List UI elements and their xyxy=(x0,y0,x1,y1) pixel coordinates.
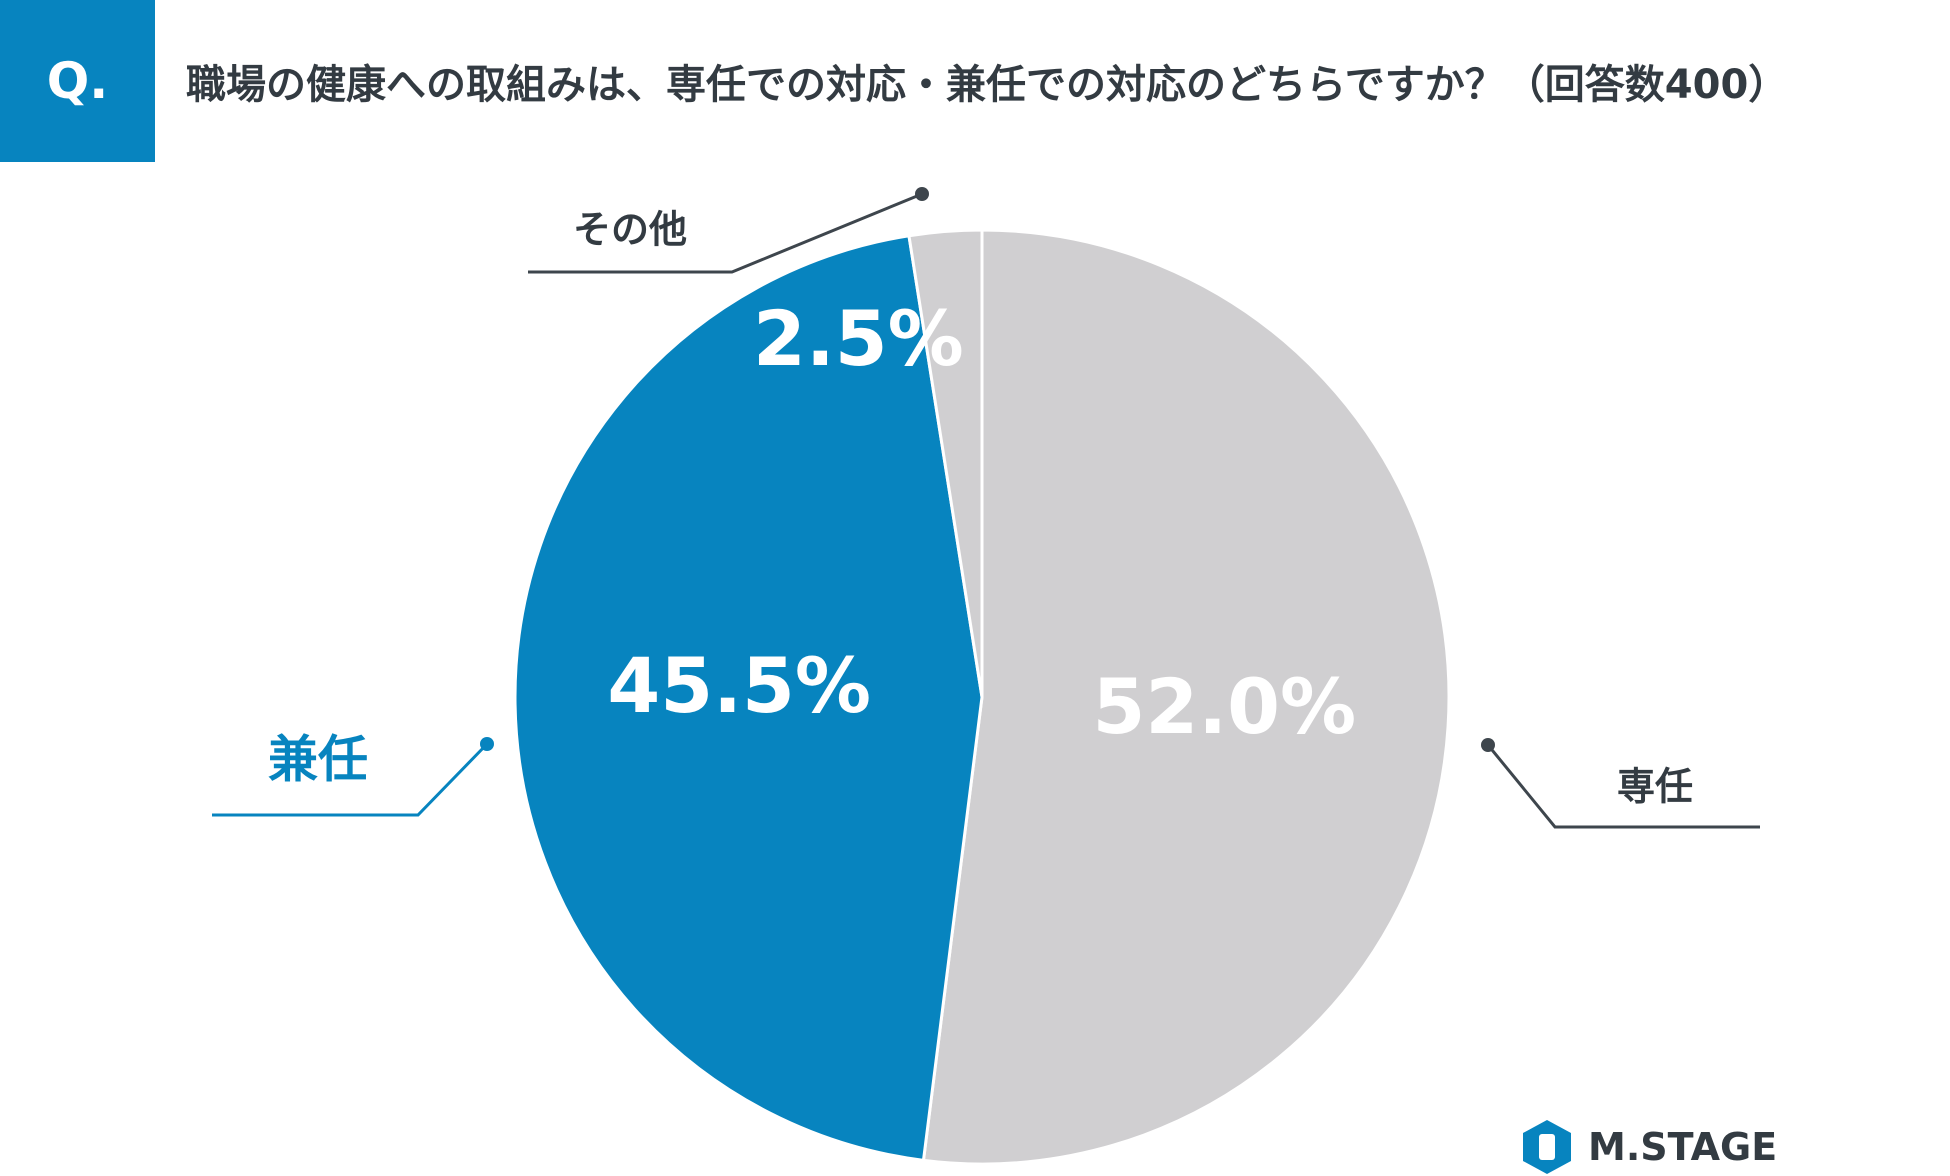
callout-dot-0 xyxy=(1481,738,1495,752)
callout-line-2 xyxy=(528,192,923,274)
slice-value-label-1: 45.5% xyxy=(607,641,871,730)
slice-name-label-0: 専任 xyxy=(1617,765,1693,809)
callout-dot-2 xyxy=(915,187,929,201)
pie-slice-0 xyxy=(921,228,1451,1166)
slice-name-label-2: その他 xyxy=(573,208,687,252)
pie-slice-2 xyxy=(907,228,984,698)
pie-slice-1 xyxy=(513,234,984,1162)
m-stage-logo-icon xyxy=(1523,1120,1571,1174)
callout-dot-1 xyxy=(480,737,494,751)
callout-line-1 xyxy=(212,742,489,817)
slice-value-label-2: 2.5% xyxy=(753,294,964,383)
brand-logo: M.STAGE xyxy=(1518,1118,1808,1176)
logo-text: M.STAGE xyxy=(1588,1125,1778,1169)
slice-value-label-0: 52.0% xyxy=(1093,662,1357,751)
question-title: 職場の健康への取組みは、専任での対応・兼任での対応のどちらですか？（回答数400… xyxy=(186,62,1789,108)
question-badge: Q. xyxy=(0,0,155,162)
slice-name-label-1: 兼任 xyxy=(268,731,368,789)
callout-line-0 xyxy=(1486,744,1760,829)
